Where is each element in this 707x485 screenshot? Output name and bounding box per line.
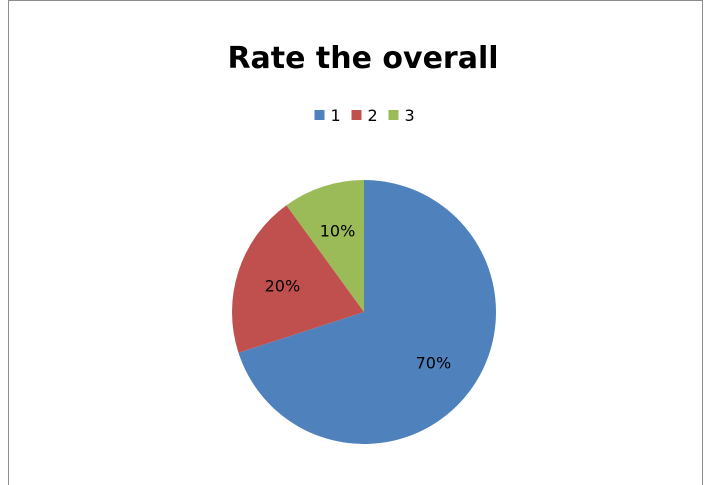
data-label-3: 10% xyxy=(320,221,356,240)
legend-label-2: 2 xyxy=(368,106,378,125)
legend-swatch-1 xyxy=(314,110,325,120)
data-label-2: 20% xyxy=(265,276,301,295)
pie-slice-2 xyxy=(231,205,364,353)
legend-swatch-3 xyxy=(388,110,399,120)
legend-label-1: 1 xyxy=(331,106,341,125)
legend: 1 2 3 xyxy=(314,106,415,125)
legend-swatch-2 xyxy=(351,110,362,120)
pie-slices xyxy=(231,180,496,444)
data-labels: 70% 20% 10% xyxy=(265,221,452,372)
pie-slice-1 xyxy=(238,180,496,444)
legend-label-3: 3 xyxy=(405,106,415,125)
data-label-1: 70% xyxy=(416,353,452,372)
pie-slice-3 xyxy=(286,180,364,312)
chart-title: Rate the overall xyxy=(227,41,498,76)
